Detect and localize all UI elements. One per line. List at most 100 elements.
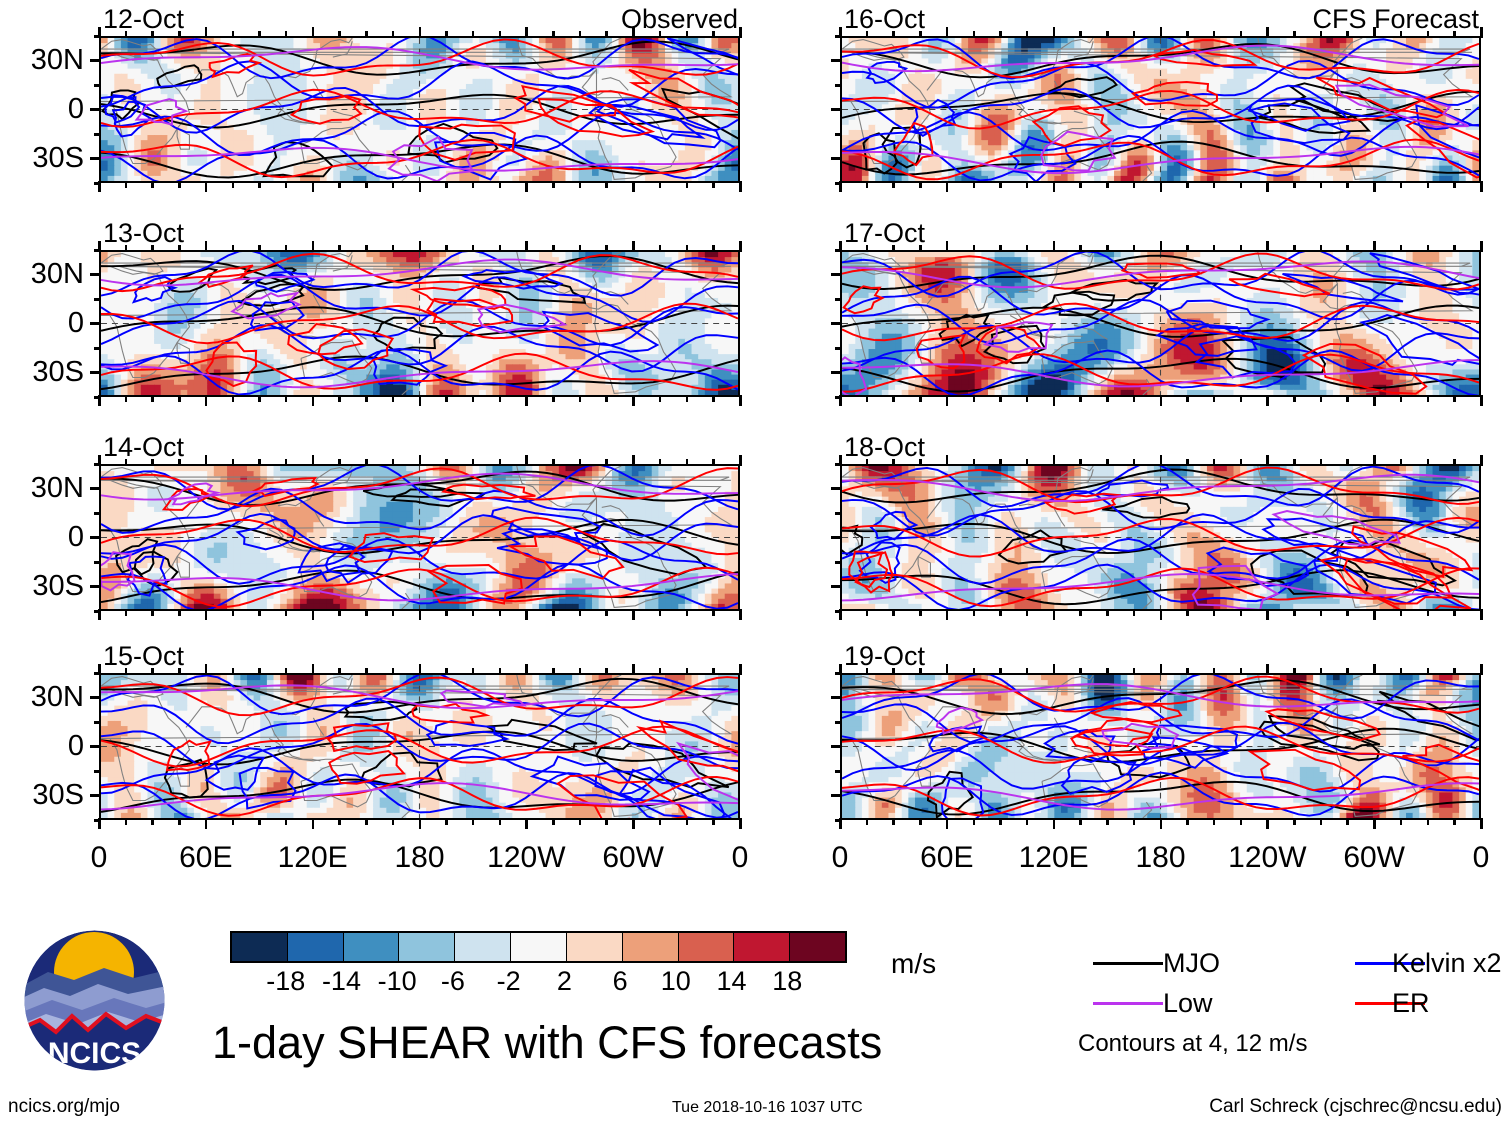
x-tick-major-top bbox=[1159, 27, 1162, 38]
map-panel-16-oct: 16-Oct CFS Forecast bbox=[831, 6, 1483, 192]
x-tick-minor-top bbox=[151, 459, 154, 466]
x-tick-minor-bottom bbox=[284, 818, 288, 825]
x-tick-minor-bottom bbox=[151, 609, 154, 616]
x-tick-minor-bottom bbox=[258, 609, 261, 616]
low-contour bbox=[101, 684, 738, 811]
x-tick-minor-bottom bbox=[865, 818, 869, 825]
y-tick-major bbox=[90, 157, 101, 160]
x-tick-minor-bottom bbox=[972, 395, 976, 402]
x-tick-label: 0 bbox=[1421, 843, 1510, 873]
x-tick-minor-bottom bbox=[578, 609, 582, 616]
y-tick-minor bbox=[94, 463, 101, 466]
x-tick-minor-top bbox=[578, 459, 582, 466]
x-tick-major-bottom bbox=[204, 395, 208, 406]
map-canvas bbox=[842, 252, 1479, 395]
y-tick-minor bbox=[835, 770, 842, 773]
x-tick-minor-top bbox=[284, 668, 288, 675]
x-tick-minor-top bbox=[919, 459, 922, 466]
x-tick-major-top bbox=[839, 455, 842, 466]
x-tick-major-bottom bbox=[98, 395, 101, 406]
x-tick-minor-top bbox=[471, 668, 475, 675]
x-tick-major-top bbox=[1052, 664, 1056, 675]
x-tick-minor-bottom bbox=[178, 395, 181, 402]
x-tick-major-top bbox=[839, 664, 842, 675]
x-tick-minor-bottom bbox=[1426, 609, 1430, 616]
x-tick-major-bottom bbox=[839, 609, 842, 620]
x-tick-minor-bottom bbox=[231, 395, 235, 402]
x-tick-minor-top bbox=[552, 31, 555, 38]
x-tick-minor-top bbox=[284, 31, 288, 38]
colorbar-tick-label: -14 bbox=[301, 968, 381, 995]
x-tick-major-bottom bbox=[98, 181, 101, 192]
x-tick-minor-bottom bbox=[658, 609, 662, 616]
x-tick-minor-bottom bbox=[1212, 395, 1216, 402]
y-tick-minor bbox=[94, 721, 101, 724]
x-tick-major-bottom bbox=[1373, 609, 1376, 620]
x-tick-major-bottom bbox=[945, 609, 949, 620]
x-tick-minor-bottom bbox=[1106, 395, 1109, 402]
x-tick-major-top bbox=[98, 27, 101, 38]
x-tick-minor-bottom bbox=[284, 181, 288, 188]
x-tick-minor-bottom bbox=[1346, 609, 1349, 616]
colorbar-swatch bbox=[398, 933, 455, 961]
x-tick-minor-top bbox=[552, 245, 555, 252]
x-tick-minor-bottom bbox=[865, 181, 869, 188]
x-tick-minor-bottom bbox=[1293, 181, 1296, 188]
x-tick-minor-top bbox=[605, 245, 608, 252]
x-tick-minor-top bbox=[972, 31, 976, 38]
contour-levels-note: Contours at 4, 12 m/s bbox=[1078, 1032, 1307, 1056]
y-tick-label: 30N bbox=[0, 259, 84, 289]
x-tick-minor-top bbox=[258, 31, 261, 38]
x-tick-minor-top bbox=[1212, 668, 1216, 675]
er-contour bbox=[842, 675, 1479, 817]
x-tick-minor-top bbox=[498, 245, 502, 252]
x-tick-minor-top bbox=[124, 245, 128, 252]
x-tick-minor-top bbox=[258, 459, 261, 466]
panel-date-label: 18-Oct bbox=[844, 434, 925, 461]
x-tick-major-top bbox=[311, 241, 315, 252]
x-tick-minor-top bbox=[124, 459, 128, 466]
x-tick-major-bottom bbox=[311, 609, 315, 620]
colorbar-tick-label: -2 bbox=[469, 968, 549, 995]
x-tick-minor-top bbox=[231, 245, 235, 252]
x-tick-minor-top bbox=[365, 245, 368, 252]
kelvin-contour bbox=[842, 252, 1479, 395]
x-tick-major-top bbox=[1480, 455, 1483, 466]
x-tick-minor-top bbox=[498, 668, 502, 675]
x-tick-major-top bbox=[1373, 241, 1376, 252]
x-tick-minor-bottom bbox=[258, 818, 261, 825]
x-tick-major-bottom bbox=[632, 181, 635, 192]
panel-date-label: 13-Oct bbox=[103, 220, 184, 247]
low-contour bbox=[101, 46, 738, 181]
x-tick-minor-top bbox=[338, 31, 341, 38]
x-tick-minor-bottom bbox=[1453, 609, 1456, 616]
x-tick-minor-top bbox=[391, 31, 395, 38]
x-tick-label: 120W bbox=[1207, 843, 1327, 873]
x-tick-minor-bottom bbox=[445, 395, 448, 402]
x-tick-minor-top bbox=[712, 245, 715, 252]
x-tick-major-top bbox=[98, 455, 101, 466]
map-panel-17-oct: 17-Oct bbox=[831, 220, 1483, 406]
x-tick-minor-top bbox=[1079, 245, 1082, 252]
x-tick-minor-top bbox=[1426, 31, 1430, 38]
y-tick-major bbox=[90, 59, 101, 62]
x-tick-major-bottom bbox=[739, 181, 742, 192]
logo-redline bbox=[24, 1011, 165, 1071]
x-tick-minor-bottom bbox=[999, 818, 1002, 825]
x-tick-minor-bottom bbox=[1319, 395, 1323, 402]
footer-url[interactable]: ncics.org/mjo bbox=[8, 1096, 120, 1118]
y-tick-minor bbox=[835, 133, 842, 136]
x-tick-minor-bottom bbox=[1132, 395, 1136, 402]
y-tick-label: 0 bbox=[0, 522, 84, 552]
x-tick-minor-bottom bbox=[919, 609, 922, 616]
y-tick-minor bbox=[835, 672, 842, 675]
x-tick-major-top bbox=[311, 455, 315, 466]
x-tick-minor-top bbox=[498, 31, 502, 38]
x-tick-minor-top bbox=[605, 668, 608, 675]
y-tick-minor bbox=[94, 298, 101, 301]
y-tick-label: 0 bbox=[0, 731, 84, 761]
map-panel-12-oct: 12-Oct Observed 30N 0 30S bbox=[31, 6, 742, 192]
x-tick-minor-top bbox=[338, 245, 341, 252]
x-tick-minor-top bbox=[1186, 31, 1189, 38]
x-tick-minor-bottom bbox=[658, 818, 662, 825]
